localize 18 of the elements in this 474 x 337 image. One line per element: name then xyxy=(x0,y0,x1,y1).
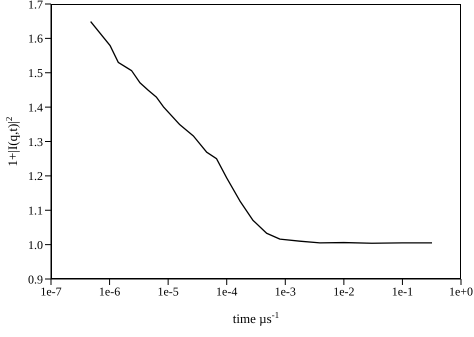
x-tick-label: 1e-3 xyxy=(274,284,296,299)
x-tick-label: 1e+0 xyxy=(448,284,474,299)
y-tick-label: 0.9 xyxy=(28,272,43,286)
y-tick-label: 1.6 xyxy=(28,32,43,46)
x-tick-label: 1e-7 xyxy=(40,284,62,299)
y-tick-label: 1.0 xyxy=(28,238,43,252)
y-tick-label: 1.7 xyxy=(28,0,43,12)
x-axis-title: time µs$^{-1}$ xyxy=(232,310,280,326)
x-tick-label: 1e-4 xyxy=(216,284,238,299)
x-tick-label: 1e-5 xyxy=(157,284,179,299)
y-tick-label: 1.1 xyxy=(28,204,43,218)
y-tick-label: 1.2 xyxy=(28,169,43,184)
y-tick-label: 1.4 xyxy=(28,100,43,114)
y-tick-label: 1.5 xyxy=(28,66,43,80)
x-tick-label: 1e-2 xyxy=(333,284,355,299)
x-tick-label: 1e-1 xyxy=(392,284,414,299)
y-tick-label: 1.3 xyxy=(28,134,43,149)
x-tick-label: 1e-6 xyxy=(98,284,120,299)
